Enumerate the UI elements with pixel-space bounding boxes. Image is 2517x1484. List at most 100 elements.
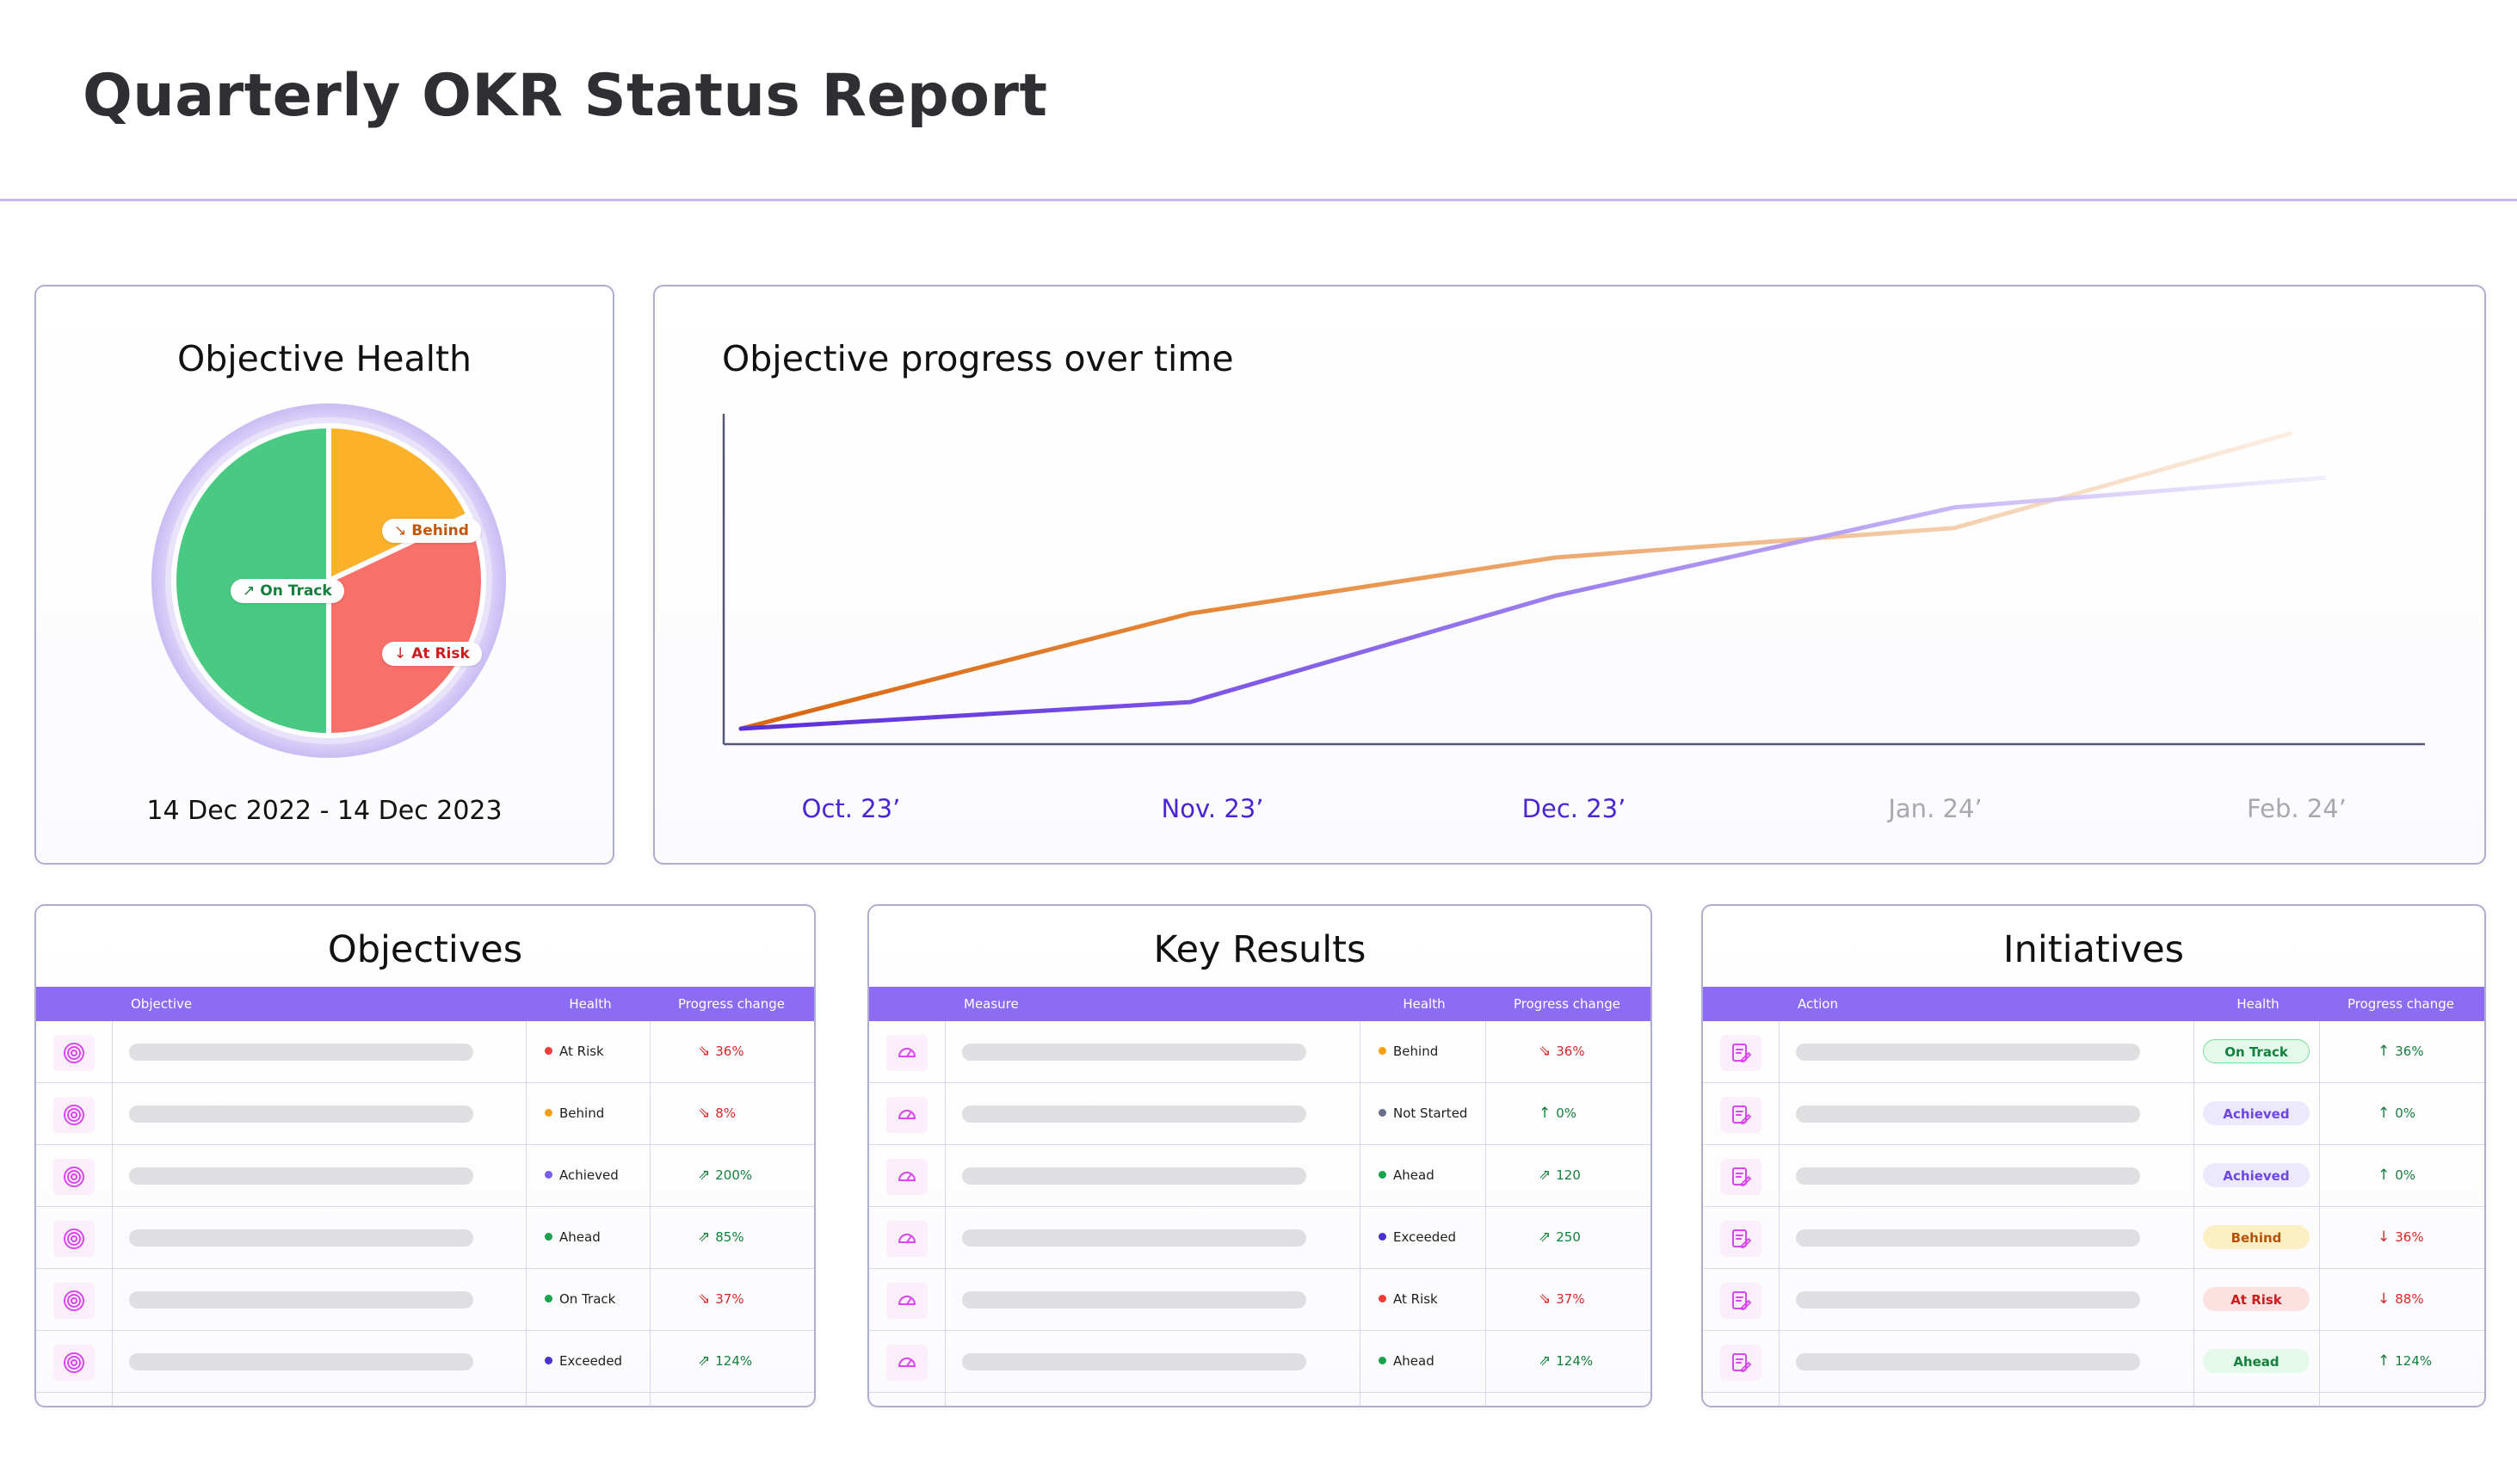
progress-change-value: 88% <box>2395 1291 2424 1307</box>
status-dot <box>1379 1295 1386 1302</box>
progress-change: ⇘ 36% <box>1539 1043 1585 1060</box>
health-status: Achieved <box>545 1167 619 1183</box>
table-row[interactable]: Exceeded ⇗ 124% <box>36 1331 814 1393</box>
pie-label-at-risk-text: At Risk <box>411 645 470 662</box>
health-status: On Track <box>545 1291 615 1307</box>
series-line-2 <box>738 475 2327 731</box>
table-row[interactable]: Ahead ⇗ 120 <box>869 1145 1650 1207</box>
table-row[interactable]: Ahead ⇗ 124% <box>869 1331 1650 1393</box>
placeholder-text-bar <box>129 1105 473 1123</box>
progress-change: ⇗ 124% <box>1539 1352 1593 1370</box>
placeholder-text-bar <box>1796 1105 2140 1123</box>
placeholder-text-bar <box>962 1044 1306 1061</box>
placeholder-text-bar <box>129 1044 473 1061</box>
progress-change: ↓ 88% <box>2378 1290 2424 1308</box>
trend-down-icon: ⇘ <box>1539 1043 1552 1060</box>
pie-label-behind: ↘ Behind <box>382 519 481 543</box>
progress-change: ⇗ 250 <box>1539 1228 1581 1246</box>
health-status: Behind <box>1379 1044 1438 1059</box>
trend-down-right-icon: ↘ <box>394 522 407 539</box>
table-row[interactable]: Achieved ↑ 0% <box>1703 1145 2484 1207</box>
progress-change-value: 0% <box>1556 1105 1577 1121</box>
table-row[interactable]: Achieved ⇗ 200% <box>36 1145 814 1207</box>
placeholder-text-bar <box>1796 1044 2140 1061</box>
table-row[interactable]: Not Started ↑ 0% <box>869 1083 1650 1145</box>
progress-change: ↑ 36% <box>2378 1043 2424 1060</box>
placeholder-text-bar <box>962 1353 1306 1370</box>
x-tick-label: Feb. 24’ <box>2247 794 2347 823</box>
table-row[interactable]: At Risk ↓ 88% <box>1703 1269 2484 1331</box>
table-row[interactable]: Behind ⇘ 8% <box>36 1083 814 1145</box>
trend-up-icon: ⇗ <box>698 1352 711 1370</box>
trend-up-icon: ⇗ <box>698 1228 711 1246</box>
status-dot <box>545 1047 552 1055</box>
key-results-card: Key Results Measure Health Progress chan… <box>867 904 1652 1407</box>
edit-note-icon <box>1720 1283 1761 1319</box>
progress-change-value: 0% <box>2395 1167 2416 1183</box>
health-status-text: Ahead <box>1393 1167 1434 1183</box>
table-row[interactable]: At Risk ⇘ 36% <box>36 1021 814 1083</box>
table-row[interactable]: On Track ↑ 36% <box>1703 1021 2484 1083</box>
objectives-title: Objectives <box>327 928 523 971</box>
trend-down-icon: ⇘ <box>698 1105 711 1122</box>
table-row[interactable]: Achieved ↑ 0% <box>1703 1083 2484 1145</box>
table-row[interactable]: Ahead ↑ 124% <box>1703 1331 2484 1393</box>
arrow-up-icon: ↑ <box>1539 1105 1552 1122</box>
table-row[interactable]: At Risk ⇘ 37% <box>869 1269 1650 1331</box>
health-status: Ahead <box>1379 1167 1434 1183</box>
arrow-up-icon: ↑ <box>2378 1352 2391 1370</box>
objective-progress-card: Objective progress over time Oct. 23’ Nov… <box>653 285 2486 865</box>
status-dot <box>1379 1047 1386 1055</box>
table-row[interactable]: On Track ⇘ 37% <box>36 1269 814 1331</box>
edit-note-icon <box>1720 1097 1761 1133</box>
progress-change: ↓ 36% <box>2378 1228 2424 1246</box>
trend-down-icon: ⇘ <box>698 1043 711 1060</box>
placeholder-text-bar <box>962 1167 1306 1185</box>
gauge-icon <box>886 1345 928 1381</box>
table-row[interactable]: Behind ⇘ 36% <box>869 1021 1650 1083</box>
placeholder-text-bar <box>129 1167 473 1185</box>
date-range: 14 Dec 2022 - 14 Dec 2023 <box>146 796 503 826</box>
trend-down-icon: ⇘ <box>1539 1290 1552 1308</box>
column-divider <box>2193 1021 2194 1406</box>
progress-change-value: 36% <box>1556 1044 1585 1059</box>
target-icon <box>53 1159 95 1195</box>
table-row[interactable]: Behind ↓ 36% <box>1703 1207 2484 1269</box>
health-status-text: Achieved <box>559 1167 619 1183</box>
status-badge: Ahead <box>2203 1349 2310 1373</box>
placeholder-text-bar <box>1796 1353 2140 1370</box>
arrow-up-icon: ↑ <box>2378 1167 2391 1184</box>
placeholder-text-bar <box>129 1291 473 1309</box>
pie-label-behind-text: Behind <box>411 522 469 539</box>
status-badge: On Track <box>2203 1039 2310 1063</box>
health-status: Ahead <box>545 1229 601 1245</box>
progress-change: ⇗ 85% <box>698 1228 744 1246</box>
progress-change: ⇗ 124% <box>698 1352 752 1370</box>
table-row[interactable]: Ahead ⇗ 85% <box>36 1207 814 1269</box>
progress-change-value: 37% <box>715 1291 744 1307</box>
placeholder-text-bar <box>1796 1229 2140 1247</box>
x-tick-label: Jan. 24’ <box>1888 794 1983 823</box>
status-badge: Achieved <box>2203 1163 2310 1187</box>
progress-change-value: 85% <box>715 1229 744 1245</box>
initiatives-title: Initiatives <box>2002 928 2185 971</box>
progress-change: ⇗ 120 <box>1539 1167 1581 1184</box>
column-header-objective: Objective <box>131 996 193 1012</box>
report-header: Quarterly OKR Status Report <box>0 0 2517 201</box>
placeholder-text-bar <box>1796 1167 2140 1185</box>
edit-note-icon <box>1720 1159 1761 1195</box>
trend-up-icon: ⇗ <box>1539 1167 1552 1184</box>
progress-change: ⇘ 8% <box>698 1105 736 1122</box>
health-status: Exceeded <box>1379 1229 1456 1245</box>
placeholder-text-bar <box>962 1229 1306 1247</box>
gauge-icon <box>886 1283 928 1319</box>
gauge-icon <box>886 1159 928 1195</box>
status-dot <box>545 1357 552 1364</box>
column-header-health: Health <box>569 996 612 1012</box>
table-row[interactable]: Exceeded ⇗ 250 <box>869 1207 1650 1269</box>
objective-health-card: Objective Health ↗ On Track ↘ Behind ↓ At R… <box>34 285 614 865</box>
column-divider <box>945 1021 946 1406</box>
key-results-table-header: Measure Health Progress change <box>869 987 1650 1021</box>
line-chart-svg <box>722 414 2425 746</box>
health-status-text: Exceeded <box>559 1353 623 1369</box>
